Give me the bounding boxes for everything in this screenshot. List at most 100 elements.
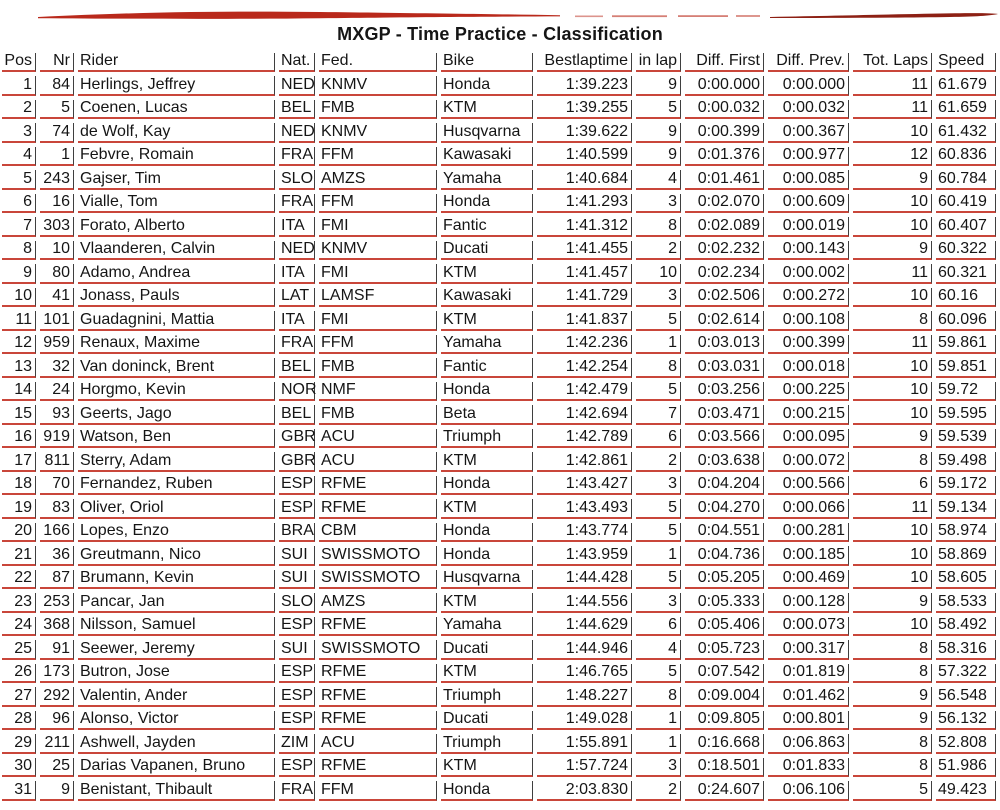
cell-rider: Fernandez, Ruben: [78, 475, 275, 495]
cell-bestlaptime: 1:43.959: [537, 546, 632, 566]
cell-in-lap: 1: [636, 734, 681, 754]
cell-rider: Horgmo, Kevin: [78, 381, 275, 401]
cell-nat: BRA: [279, 522, 315, 542]
table-row: 6 16 Vialle, Tom FRA FFM Honda 1:41.293 3 0:02.0…: [2, 193, 996, 213]
cell-nr: 93: [40, 405, 74, 425]
cell-fed: FFM: [319, 193, 437, 213]
cell-nat: BEL: [279, 358, 315, 378]
swoosh-left-stroke: [38, 11, 560, 19]
cell-tot-laps: 10: [853, 616, 932, 636]
cell-pos: 27: [2, 687, 36, 707]
cell-tot-laps: 8: [853, 452, 932, 472]
cell-tot-laps: 10: [853, 405, 932, 425]
table-row: 16 919 Watson, Ben GBR ACU Triumph 1:42.789 6 0:…: [2, 428, 996, 448]
cell-rider: Van doninck, Brent: [78, 358, 275, 378]
swoosh-dash: [678, 15, 728, 17]
cell-in-lap: 7: [636, 405, 681, 425]
cell-bestlaptime: 1:55.891: [537, 734, 632, 754]
cell-diff-prev: 0:00.367: [768, 123, 849, 143]
table-row: 11 101 Guadagnini, Mattia ITA FMI KTM 1:41.837…: [2, 311, 996, 331]
cell-diff-first: 0:09.004: [685, 687, 764, 707]
cell-bestlaptime: 1:57.724: [537, 757, 632, 777]
cell-bike: Husqvarna: [441, 123, 533, 143]
cell-bestlaptime: 1:44.946: [537, 640, 632, 660]
cell-bike: Yamaha: [441, 170, 533, 190]
cell-in-lap: 9: [636, 76, 681, 96]
cell-bike: Ducati: [441, 640, 533, 660]
cell-in-lap: 3: [636, 193, 681, 213]
cell-pos: 22: [2, 569, 36, 589]
cell-diff-prev: 0:00.399: [768, 334, 849, 354]
cell-bestlaptime: 1:42.254: [537, 358, 632, 378]
cell-nat: BEL: [279, 405, 315, 425]
cell-diff-prev: 0:00.018: [768, 358, 849, 378]
cell-tot-laps: 9: [853, 687, 932, 707]
cell-rider: Greutmann, Nico: [78, 546, 275, 566]
cell-in-lap: 8: [636, 217, 681, 237]
cell-tot-laps: 10: [853, 546, 932, 566]
cell-diff-first: 0:18.501: [685, 757, 764, 777]
cell-bestlaptime: 1:39.255: [537, 99, 632, 119]
cell-speed: 49.423: [936, 781, 996, 801]
cell-rider: Renaux, Maxime: [78, 334, 275, 354]
cell-rider: Darias Vapanen, Bruno: [78, 757, 275, 777]
cell-fed: KNMV: [319, 240, 437, 260]
cell-diff-first: 0:00.032: [685, 99, 764, 119]
cell-nr: 10: [40, 240, 74, 260]
column-header-diff-first: Diff. First: [685, 52, 764, 72]
cell-speed: 60.836: [936, 146, 996, 166]
table-row: 10 41 Jonass, Pauls LAT LAMSF Kawasaki 1:41.72…: [2, 287, 996, 307]
cell-rider: Oliver, Oriol: [78, 499, 275, 519]
cell-diff-first: 0:24.607: [685, 781, 764, 801]
cell-rider: Brumann, Kevin: [78, 569, 275, 589]
cell-tot-laps: 8: [853, 640, 932, 660]
classification-table: Pos Nr Rider Nat. Fed. Bike Bestlaptime in lap D…: [2, 52, 996, 805]
cell-bestlaptime: 1:42.694: [537, 405, 632, 425]
cell-speed: 51.986: [936, 757, 996, 777]
cell-diff-first: 0:03.256: [685, 381, 764, 401]
cell-fed: FMB: [319, 358, 437, 378]
cell-speed: 56.132: [936, 710, 996, 730]
cell-nr: 9: [40, 781, 74, 801]
cell-in-lap: 3: [636, 593, 681, 613]
cell-fed: FMI: [319, 311, 437, 331]
cell-nr: 70: [40, 475, 74, 495]
cell-diff-first: 0:05.406: [685, 616, 764, 636]
column-header-speed: Speed: [936, 52, 996, 72]
cell-rider: Adamo, Andrea: [78, 264, 275, 284]
cell-diff-prev: 0:00.469: [768, 569, 849, 589]
cell-rider: Lopes, Enzo: [78, 522, 275, 542]
cell-speed: 58.316: [936, 640, 996, 660]
cell-diff-prev: 0:00.801: [768, 710, 849, 730]
cell-in-lap: 1: [636, 710, 681, 730]
cell-in-lap: 8: [636, 358, 681, 378]
cell-pos: 8: [2, 240, 36, 260]
table-row: 13 32 Van doninck, Brent BEL FMB Fantic 1:42.2…: [2, 358, 996, 378]
table-row: 9 80 Adamo, Andrea ITA FMI KTM 1:41.457 10 0:02.…: [2, 264, 996, 284]
cell-bike: Honda: [441, 546, 533, 566]
cell-nat: ESP: [279, 687, 315, 707]
cell-nr: 1: [40, 146, 74, 166]
cell-tot-laps: 12: [853, 146, 932, 166]
table-row: 17 811 Sterry, Adam GBR ACU KTM 1:42.861 2 0:03.…: [2, 452, 996, 472]
cell-bike: Fantic: [441, 358, 533, 378]
swoosh-dash: [575, 15, 603, 18]
cell-fed: AMZS: [319, 170, 437, 190]
cell-diff-first: 0:04.270: [685, 499, 764, 519]
table-row: 18 70 Fernandez, Ruben ESP RFME Honda 1:43.427…: [2, 475, 996, 495]
cell-bestlaptime: 1:43.493: [537, 499, 632, 519]
table-row: 22 87 Brumann, Kevin SUI SWISSMOTO Husqvarna 1…: [2, 569, 996, 589]
cell-diff-prev: 0:00.225: [768, 381, 849, 401]
cell-in-lap: 1: [636, 546, 681, 566]
cell-fed: FMI: [319, 264, 437, 284]
table-row: 14 24 Horgmo, Kevin NOR NMF Honda 1:42.479 5 0:0…: [2, 381, 996, 401]
cell-diff-prev: 0:00.019: [768, 217, 849, 237]
cell-fed: FMB: [319, 99, 437, 119]
cell-tot-laps: 8: [853, 734, 932, 754]
cell-fed: KNMV: [319, 76, 437, 96]
cell-bike: KTM: [441, 757, 533, 777]
cell-diff-prev: 0:01.462: [768, 687, 849, 707]
cell-nat: BEL: [279, 99, 315, 119]
cell-speed: 61.659: [936, 99, 996, 119]
cell-fed: FFM: [319, 146, 437, 166]
